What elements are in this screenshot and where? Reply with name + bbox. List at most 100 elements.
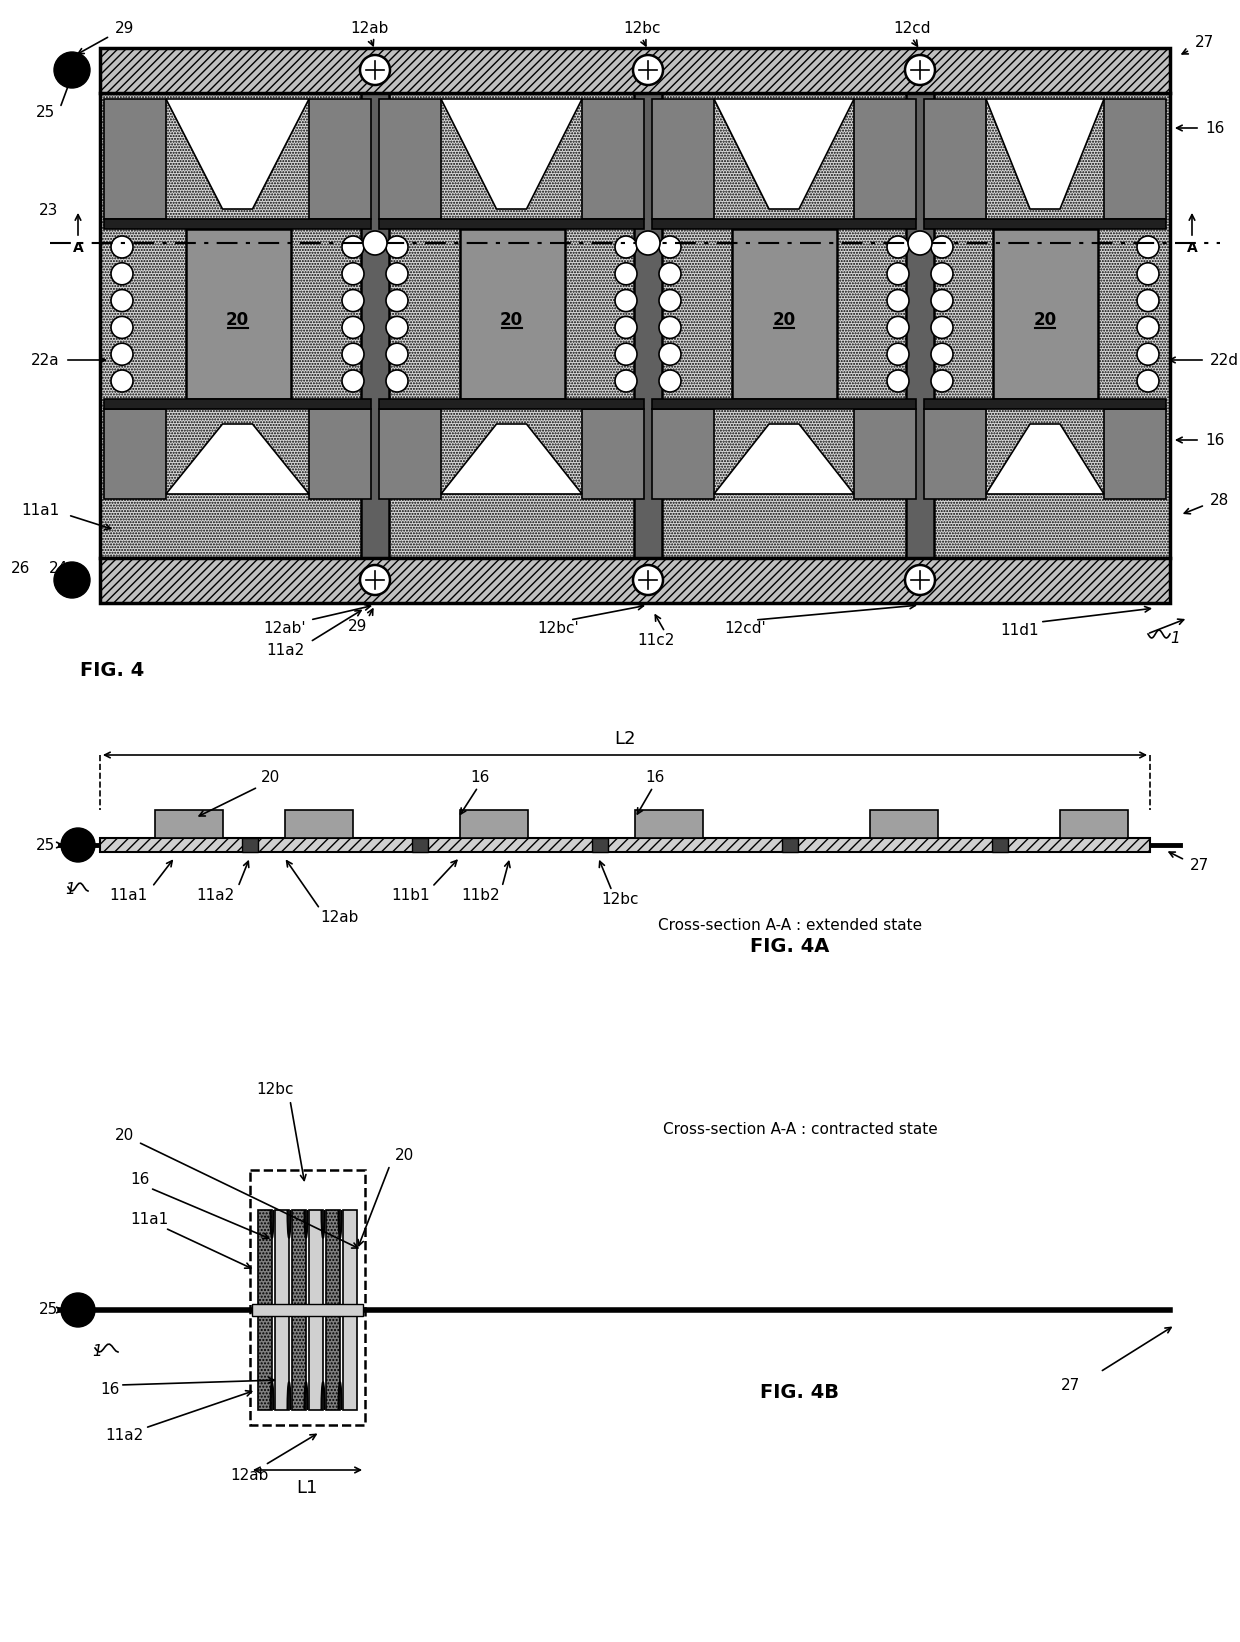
Text: 11a1: 11a1	[110, 887, 148, 903]
Bar	[104, 409, 166, 499]
Text: 16: 16	[645, 770, 665, 785]
Bar	[343, 1210, 357, 1410]
Circle shape	[112, 263, 133, 284]
Bar	[924, 218, 1166, 228]
Text: 24: 24	[48, 560, 68, 575]
Bar	[1060, 810, 1128, 837]
Polygon shape	[166, 99, 309, 209]
Bar	[993, 228, 1097, 399]
Bar	[309, 99, 371, 218]
Bar	[870, 810, 937, 837]
Circle shape	[931, 236, 954, 258]
Text: 12bc: 12bc	[257, 1082, 294, 1097]
Circle shape	[55, 562, 91, 598]
Circle shape	[658, 236, 681, 258]
Circle shape	[658, 369, 681, 392]
Circle shape	[386, 263, 408, 284]
Text: A: A	[1187, 241, 1198, 255]
Circle shape	[1137, 289, 1159, 312]
Bar	[100, 558, 1171, 603]
Circle shape	[658, 343, 681, 365]
Bar	[361, 94, 389, 558]
Text: 20: 20	[260, 770, 280, 785]
Circle shape	[112, 343, 133, 365]
Circle shape	[632, 54, 663, 85]
Text: 22d: 22d	[1210, 353, 1239, 368]
Bar	[582, 99, 644, 218]
Text: 25: 25	[36, 105, 55, 120]
Bar	[906, 94, 934, 558]
Circle shape	[360, 54, 391, 85]
Bar	[634, 94, 662, 558]
Bar	[635, 810, 703, 837]
Text: L1: L1	[296, 1479, 317, 1498]
Bar	[992, 837, 1008, 852]
Bar	[854, 99, 916, 218]
Bar	[285, 810, 353, 837]
Bar	[104, 399, 371, 409]
Circle shape	[905, 565, 935, 594]
Text: 25: 25	[36, 837, 55, 852]
Circle shape	[908, 232, 932, 255]
Bar	[100, 48, 1171, 94]
Text: 12ab': 12ab'	[264, 621, 306, 635]
Circle shape	[1137, 343, 1159, 365]
Text: 11a2: 11a2	[265, 642, 304, 657]
Text: 11b2: 11b2	[461, 887, 500, 903]
Polygon shape	[714, 99, 854, 209]
Text: 20: 20	[396, 1148, 414, 1163]
Circle shape	[905, 54, 935, 85]
Bar	[100, 94, 1171, 558]
Circle shape	[887, 236, 909, 258]
Bar	[309, 409, 371, 499]
Bar	[379, 399, 644, 409]
Bar	[100, 837, 1149, 852]
Bar	[275, 1210, 289, 1410]
Bar	[582, 409, 644, 499]
Text: 12bc': 12bc'	[537, 621, 579, 635]
Circle shape	[1137, 263, 1159, 284]
Bar	[326, 1210, 340, 1410]
Circle shape	[386, 236, 408, 258]
Bar	[1104, 99, 1166, 218]
Circle shape	[887, 263, 909, 284]
Text: 16: 16	[1205, 432, 1224, 448]
Circle shape	[112, 317, 133, 338]
Bar	[652, 218, 916, 228]
Text: FIG. 4B: FIG. 4B	[760, 1383, 839, 1402]
Circle shape	[360, 565, 391, 594]
Circle shape	[342, 263, 365, 284]
Circle shape	[386, 317, 408, 338]
Bar	[652, 409, 714, 499]
Bar	[652, 399, 916, 409]
Circle shape	[931, 369, 954, 392]
Text: 20: 20	[226, 310, 249, 328]
Text: 12bc: 12bc	[624, 20, 661, 36]
Bar	[460, 810, 528, 837]
Circle shape	[1137, 236, 1159, 258]
Text: 12cd: 12cd	[893, 20, 931, 36]
Bar	[412, 837, 428, 852]
Circle shape	[342, 369, 365, 392]
Circle shape	[61, 1292, 95, 1327]
Bar	[250, 1171, 365, 1425]
Text: 1: 1	[1171, 631, 1180, 645]
Circle shape	[342, 317, 365, 338]
Text: 11c2: 11c2	[637, 632, 675, 647]
Circle shape	[887, 317, 909, 338]
Polygon shape	[714, 424, 854, 494]
Circle shape	[112, 289, 133, 312]
Circle shape	[61, 828, 95, 862]
Text: 1: 1	[92, 1345, 102, 1360]
Text: 20: 20	[1033, 310, 1056, 328]
Text: 27: 27	[1190, 857, 1209, 872]
Bar	[186, 228, 290, 399]
Circle shape	[931, 263, 954, 284]
Circle shape	[342, 236, 365, 258]
Circle shape	[55, 53, 91, 89]
Circle shape	[887, 369, 909, 392]
Text: 12cd': 12cd'	[724, 621, 766, 635]
Bar	[591, 837, 608, 852]
Circle shape	[658, 263, 681, 284]
Circle shape	[615, 236, 637, 258]
